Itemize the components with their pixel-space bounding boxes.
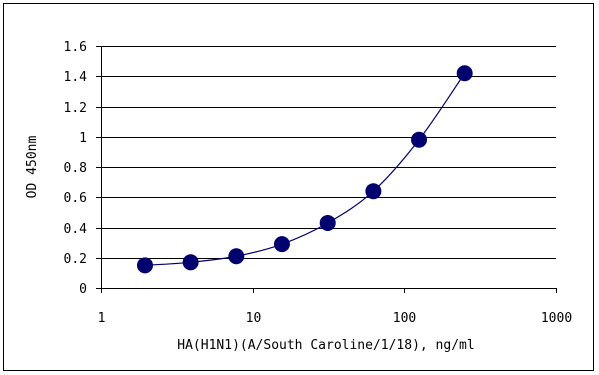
y-tick-label: 1 bbox=[79, 131, 87, 146]
x-tick-label: 10 bbox=[246, 311, 262, 326]
series-line bbox=[144, 72, 466, 266]
data-point bbox=[365, 183, 382, 200]
data-point bbox=[319, 214, 336, 231]
data-point bbox=[273, 236, 290, 253]
y-tick-label: 0.8 bbox=[64, 161, 87, 176]
data-point bbox=[411, 131, 428, 148]
y-tick-label: 0.2 bbox=[64, 252, 87, 267]
x-tick-label: 1000 bbox=[541, 311, 572, 326]
grid-lines bbox=[101, 46, 556, 259]
y-axis-title: OD 450nm bbox=[25, 136, 40, 199]
axes bbox=[96, 46, 557, 293]
x-axis-title: HA(H1N1)(A/South Caroline/1/18), ng/ml bbox=[177, 338, 474, 353]
data-point bbox=[228, 248, 245, 265]
x-tick-label: 100 bbox=[393, 311, 416, 326]
y-tick-label: 1.4 bbox=[64, 70, 88, 85]
y-tick-label: 0.4 bbox=[64, 222, 88, 237]
y-tick-label: 0.6 bbox=[64, 191, 87, 206]
tick-labels: 0 0.2 0.4 0.6 0.8 1 1.2 1.4 1.6 1 10 100 1000 bbox=[64, 40, 573, 326]
y-tick-label: 0 bbox=[79, 282, 87, 297]
data-point bbox=[136, 257, 153, 274]
y-tick-label: 1.2 bbox=[64, 101, 87, 116]
x-tick-label: 1 bbox=[98, 311, 106, 326]
y-tick-label: 1.6 bbox=[64, 40, 87, 55]
data-series bbox=[136, 65, 473, 274]
data-point bbox=[182, 254, 199, 271]
data-point bbox=[456, 65, 473, 82]
